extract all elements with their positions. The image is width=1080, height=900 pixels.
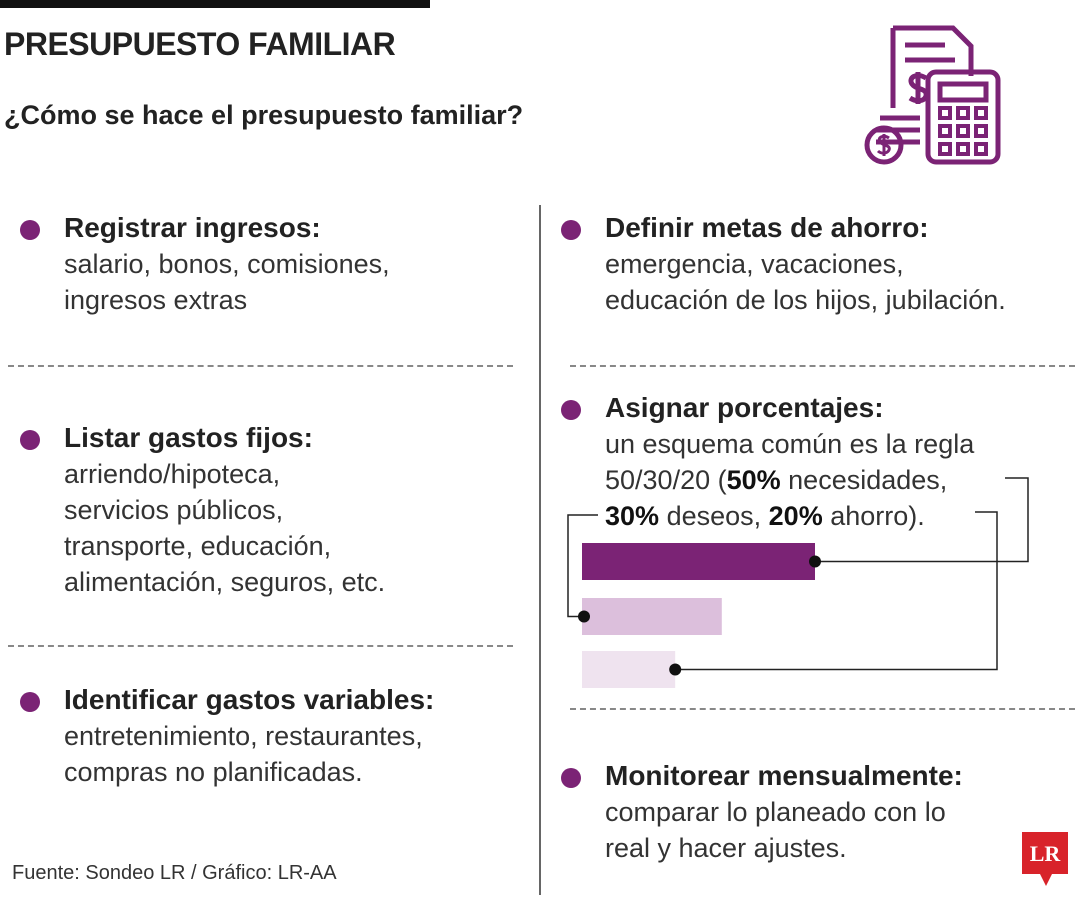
step-text: comparar lo planeado con lo — [605, 797, 946, 827]
step-text: ingresos extras — [64, 285, 248, 315]
logo-tail — [1040, 874, 1052, 886]
bullet — [561, 400, 581, 420]
connector-dot — [578, 610, 590, 623]
connector-dot — [809, 555, 821, 568]
share-bar — [582, 651, 676, 688]
step-title: Monitorear mensualmente: — [605, 760, 963, 791]
step-text: educación de los hijos, jubilación. — [605, 285, 1006, 315]
share-bar — [582, 598, 722, 635]
step-text: alimentación, seguros, etc. — [64, 567, 386, 597]
connector — [815, 477, 1029, 563]
share-bar — [582, 543, 815, 580]
step-title: Identificar gastos variables: — [64, 684, 435, 715]
share-label: 20% — [768, 501, 823, 531]
step-text: emergencia, vacaciones, — [605, 249, 904, 279]
logo-box — [1022, 832, 1068, 874]
step-text: 30% deseos, 20% ahorro). — [605, 498, 925, 534]
separator — [8, 365, 513, 367]
share-text: deseos, — [666, 501, 762, 531]
bullet — [561, 220, 581, 240]
separator — [8, 645, 513, 647]
share-label: 30% — [605, 501, 660, 531]
share-bars — [567, 477, 1029, 688]
top-bar — [0, 0, 430, 8]
share-label: 50% — [726, 465, 781, 495]
step-text: real y hacer ajustes. — [605, 833, 847, 863]
step-title: Registrar ingresos: — [64, 212, 321, 243]
step-text: salario, bonos, comisiones, — [64, 249, 390, 279]
bullet — [561, 768, 581, 788]
step-title: Definir metas de ahorro: — [605, 212, 929, 243]
subtitle: ¿Cómo se hace el presupuesto familiar? — [4, 100, 524, 130]
step-title: Asignar porcentajes: — [605, 392, 884, 423]
step-text: arriendo/hipoteca, — [64, 459, 281, 489]
budget-icon — [864, 25, 1001, 165]
title: PRESUPUESTO FAMILIAR — [4, 26, 396, 62]
step-text: un esquema común es la regla — [605, 429, 975, 459]
step-text: compras no planificadas. — [64, 757, 363, 787]
connector — [675, 511, 998, 671]
connector-dot — [669, 663, 682, 676]
step-text: servicios públicos, — [64, 495, 284, 525]
step-text: 50/30/20 (50% necesidades, — [605, 462, 947, 498]
connector — [567, 514, 598, 618]
separator — [570, 365, 1075, 367]
step-text: transporte, educación, — [64, 531, 332, 561]
bullet — [20, 430, 40, 450]
logo: LR — [1030, 841, 1062, 866]
bullet — [20, 692, 40, 712]
step-title: Listar gastos fijos: — [64, 422, 313, 453]
step-text: entretenimiento, restaurantes, — [64, 721, 423, 751]
share-text: ahorro). — [830, 501, 925, 531]
separator — [570, 708, 1075, 710]
bullet — [20, 220, 40, 240]
step-text: 50/30/20 ( — [605, 465, 727, 495]
source: Fuente: Sondeo LR / Gráfico: LR-AA — [12, 862, 337, 884]
share-text: necesidades, — [788, 465, 948, 495]
